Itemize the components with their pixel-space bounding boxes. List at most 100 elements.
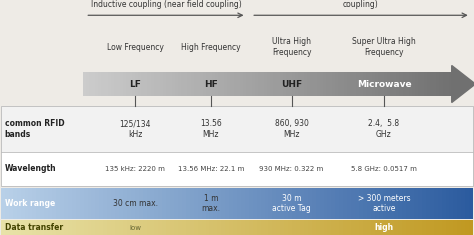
Bar [127,220,131,235]
Bar [267,72,270,96]
Bar [127,188,131,219]
Bar [257,220,261,235]
Bar [143,188,146,219]
Bar [465,220,469,235]
Bar [418,72,421,96]
Bar [379,220,383,235]
Bar [438,220,442,235]
Bar [187,72,191,96]
Bar [237,220,241,235]
Bar [123,220,127,235]
Bar [446,220,449,235]
Bar [191,72,193,96]
Bar [198,220,201,235]
Bar [95,220,100,235]
Bar [414,188,418,219]
Bar [1,220,5,235]
Bar [347,220,351,235]
Bar [300,188,304,219]
Bar [40,220,44,235]
Bar [296,220,300,235]
Bar [129,72,132,96]
Bar [292,72,295,96]
Bar [197,72,200,96]
Bar [163,72,166,96]
Text: Electromagnetic coupling (far field
coupling): Electromagnetic coupling (far field coup… [294,0,428,9]
Bar [410,220,414,235]
Bar [83,72,86,96]
Bar [64,188,68,219]
Bar [341,72,344,96]
Text: LF: LF [129,79,141,89]
Bar [158,220,162,235]
Bar [344,72,347,96]
Bar [240,72,243,96]
Bar [434,188,438,219]
Text: 860, 930
MHz: 860, 930 MHz [274,119,309,139]
Bar [194,188,198,219]
Bar [245,188,249,219]
Bar [398,188,402,219]
Bar [80,188,83,219]
Bar [170,220,174,235]
Bar [1,188,5,219]
Bar [1,152,473,186]
Bar [101,72,104,96]
Bar [391,220,394,235]
Bar [339,188,343,219]
Text: 930 MHz: 0.322 m: 930 MHz: 0.322 m [259,166,324,172]
Bar [359,188,363,219]
Bar [209,72,212,96]
Bar [135,72,138,96]
Text: 5.8 GHz: 0.0517 m: 5.8 GHz: 0.0517 m [351,166,417,172]
Bar [147,72,151,96]
Text: 13.56
MHz: 13.56 MHz [200,119,222,139]
Bar [217,220,221,235]
Bar [218,72,221,96]
Bar [402,220,406,235]
Bar [114,72,117,96]
Bar [72,188,76,219]
Bar [174,188,178,219]
Bar [427,72,430,96]
Bar [284,220,288,235]
Bar [229,188,233,219]
Bar [331,188,335,219]
Bar [369,72,372,96]
Bar [264,188,268,219]
Bar [289,72,292,96]
Bar [119,188,123,219]
Bar [145,72,147,96]
Bar [412,72,415,96]
Bar [415,72,418,96]
Bar [229,220,233,235]
Bar [276,188,280,219]
Bar [453,188,457,219]
Bar [104,72,108,96]
Bar [391,188,394,219]
Bar [284,188,288,219]
Bar [233,188,237,219]
Bar [117,72,120,96]
Bar [347,72,350,96]
Bar [316,220,319,235]
Bar [146,188,150,219]
Bar [206,188,210,219]
Bar [9,220,13,235]
Bar [86,72,89,96]
Bar [138,72,141,96]
Bar [143,220,146,235]
Bar [422,188,426,219]
Bar [40,188,44,219]
Bar [300,220,304,235]
Bar [335,72,338,96]
Text: > 300 meters
active: > 300 meters active [357,194,410,213]
Bar [350,72,354,96]
Bar [426,220,430,235]
Bar [228,72,230,96]
Bar [268,188,273,219]
Bar [469,188,473,219]
Bar [336,220,339,235]
Bar [56,188,60,219]
Bar [158,188,162,219]
